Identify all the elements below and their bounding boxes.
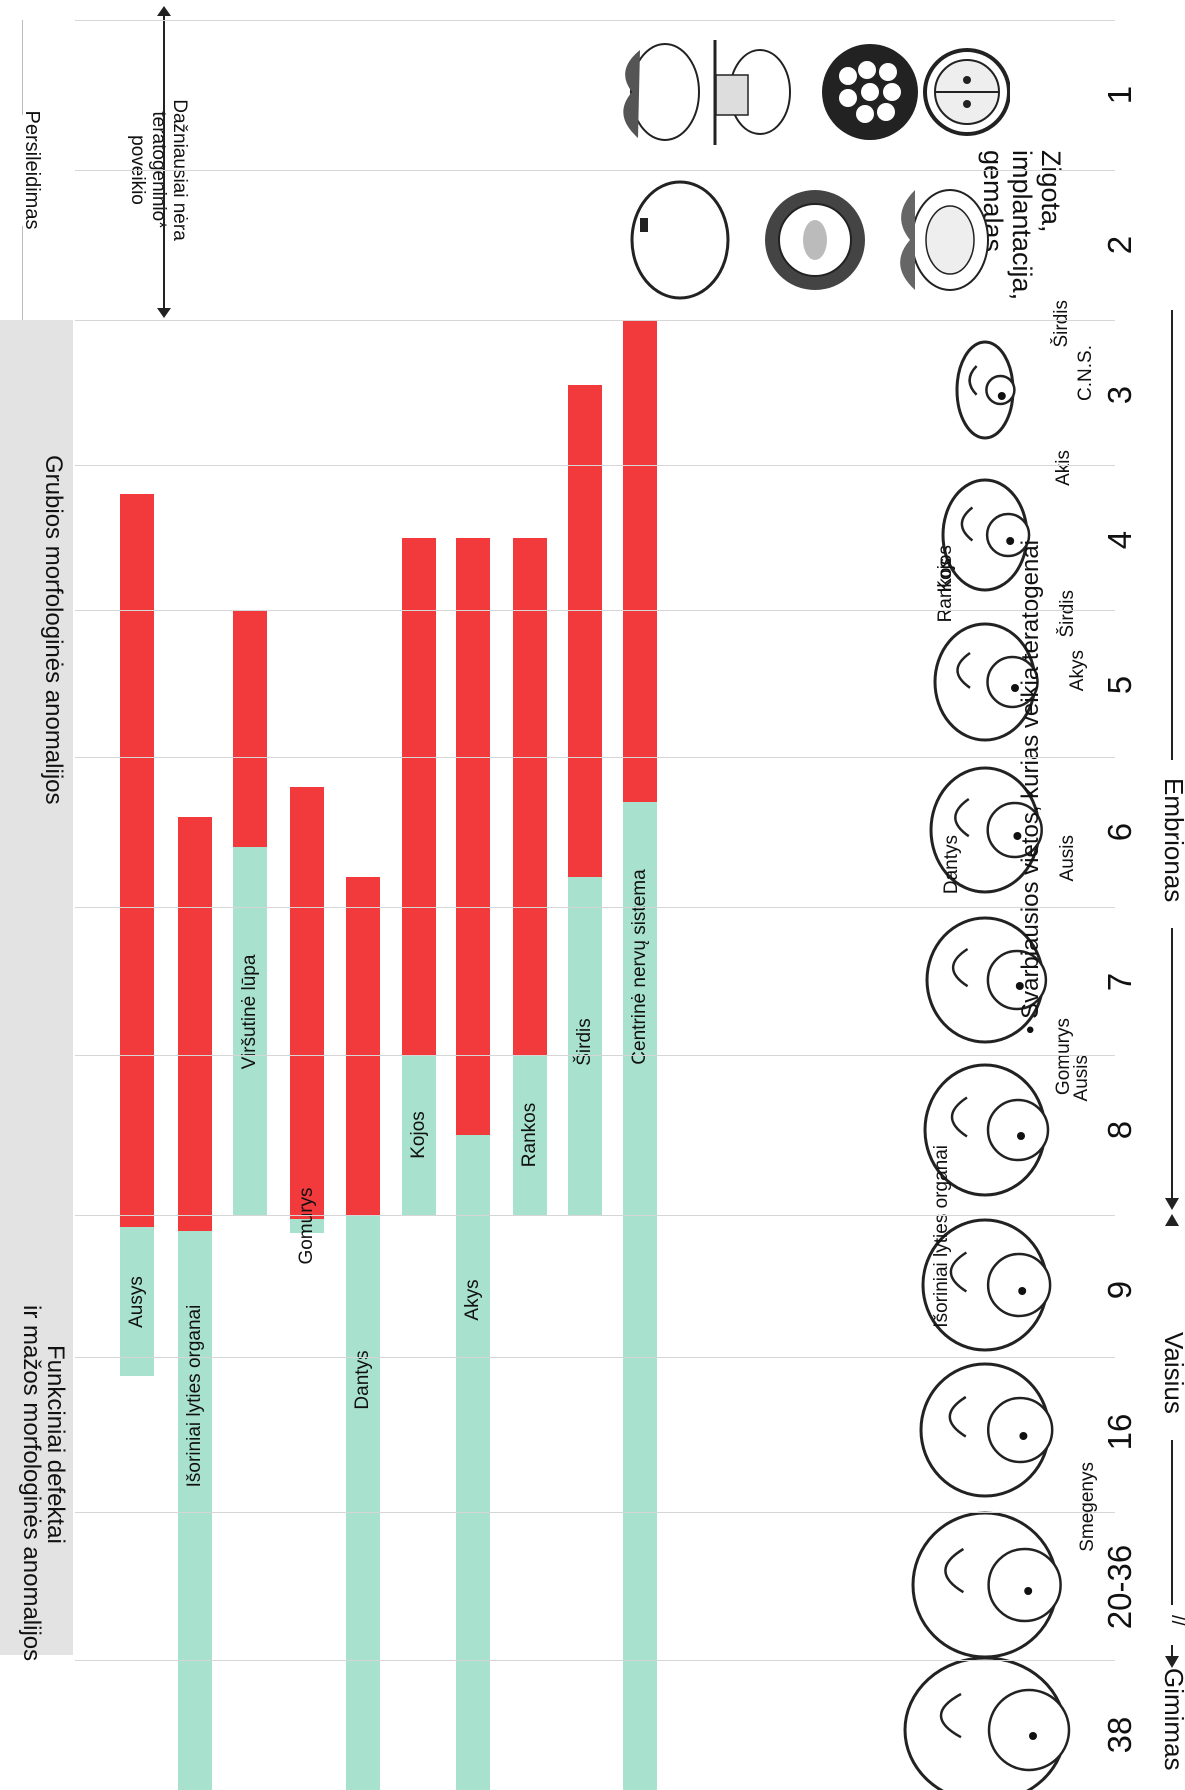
minor-anomalies-line: Funkciniai defektai bbox=[42, 1345, 69, 1544]
bar-severe-segment bbox=[568, 385, 602, 877]
embryo-stage-icon bbox=[923, 1063, 1050, 1197]
week-grid-line bbox=[75, 1055, 1115, 1056]
bar-label: Centrinė nervų sistema bbox=[629, 869, 650, 1065]
bar-severe-segment bbox=[456, 537, 490, 1135]
bar-severe-segment bbox=[623, 320, 657, 802]
bar-severe-segment bbox=[233, 610, 267, 847]
spacer-svg bbox=[575, 150, 585, 300]
bar-label: Dantys bbox=[352, 1350, 373, 1410]
organ-site-label: Ausis bbox=[1057, 835, 1078, 882]
zygote-title-line: implantacija, bbox=[1007, 150, 1037, 301]
bar-severe-segment bbox=[402, 537, 436, 1055]
week-grid-line bbox=[75, 610, 1115, 611]
bar-severe-segment bbox=[346, 877, 380, 1215]
bar-severe-segment bbox=[120, 494, 154, 1228]
timeline-break-mark: // bbox=[1167, 1615, 1185, 1627]
morula-icon bbox=[822, 44, 918, 140]
birth-arrow-head bbox=[1165, 1656, 1179, 1668]
organ-site-label: Išoriniai lyties organai bbox=[931, 1145, 952, 1328]
fetus-header-label: Vaisius bbox=[1159, 1332, 1185, 1414]
organ-site-label: C.N.S. bbox=[1075, 345, 1096, 401]
bar-severe-segment bbox=[178, 817, 212, 1232]
embryo-arrow-left bbox=[1171, 310, 1173, 760]
week-grid-line bbox=[75, 20, 1115, 21]
zygote-title-line: Zigota, bbox=[1036, 150, 1066, 233]
week-grid-line bbox=[75, 1660, 1115, 1661]
bar-label: Viršutinė lūpa bbox=[239, 954, 260, 1070]
bar-label: Gomurys bbox=[296, 1187, 317, 1265]
implantation-icon bbox=[713, 40, 791, 145]
week2-illustrations bbox=[630, 180, 989, 300]
teratogen-sites-note: • Svarbiausios vietos, kurias veikia ter… bbox=[1017, 540, 1044, 1034]
miscarriage-rule-left bbox=[22, 20, 23, 115]
embryo-arrow-head bbox=[1165, 1198, 1179, 1210]
organ-site-label: Širdis bbox=[1057, 590, 1078, 638]
embryo-header-label: Embrionas bbox=[1159, 778, 1185, 903]
bar-label: Išoriniai lyties organai bbox=[184, 1304, 205, 1488]
bar-label: Ausys bbox=[126, 1275, 147, 1328]
week-number-label: 2 bbox=[1101, 235, 1138, 255]
organ-site-label: Ausis bbox=[1071, 1055, 1092, 1102]
miscarriage-label: Persileidimas bbox=[21, 110, 43, 230]
span-arrow-left bbox=[157, 6, 171, 16]
organ-site-label: Rankos bbox=[935, 558, 956, 623]
organ-site-label: Akys bbox=[1067, 650, 1088, 692]
bar-minor-segment bbox=[456, 1135, 490, 1790]
week-grid-line bbox=[75, 907, 1115, 908]
fetus-arrow-tail bbox=[1165, 1214, 1179, 1226]
organ-site-label: Dantys bbox=[941, 835, 962, 895]
bar-label: Akys bbox=[462, 1279, 483, 1321]
embryo-fetus-illustrations bbox=[903, 340, 1071, 1790]
fetus-arrow-line bbox=[1171, 1440, 1173, 1605]
embryo-stage-icon bbox=[919, 1362, 1054, 1498]
span-arrow-right bbox=[157, 308, 171, 318]
week-number-label: 1 bbox=[1101, 85, 1138, 105]
organ-site-label: Akis bbox=[1053, 450, 1074, 486]
not-teratogenic-span-line bbox=[163, 14, 165, 310]
severe-anomalies-label: Grubios morfologinės anomalijos bbox=[40, 455, 67, 805]
bar-severe-segment bbox=[513, 537, 547, 1055]
chorionic-sac-icon bbox=[630, 180, 730, 300]
two-cell-zygote-icon bbox=[923, 48, 1010, 136]
bar-severe-segment bbox=[290, 787, 324, 1220]
miscarriage-rule-right bbox=[22, 226, 23, 320]
amniotic-sac-icon bbox=[765, 190, 865, 290]
week-grid-line bbox=[75, 320, 1115, 321]
embryo-stage-icon bbox=[903, 1656, 1071, 1790]
minor-anomalies-line: ir mažos morfologinės anomalijos bbox=[18, 1305, 45, 1662]
week-grid-line bbox=[75, 1357, 1115, 1358]
decidual-implantation-icon bbox=[623, 43, 700, 141]
embryo-stage-icon bbox=[955, 340, 1016, 440]
week-grid-line bbox=[75, 1512, 1115, 1513]
birth-header-label: Gimimas bbox=[1159, 1668, 1185, 1771]
embryo-stage-icon bbox=[925, 916, 1048, 1044]
bar-label: Kojos bbox=[408, 1111, 429, 1159]
bar-label: Rankos bbox=[519, 1102, 540, 1168]
organ-site-label: Smegenys bbox=[1077, 1462, 1098, 1552]
embryo-arrow-right bbox=[1171, 928, 1173, 1198]
week-grid-line bbox=[75, 170, 1115, 171]
embryo-stage-icon bbox=[941, 478, 1031, 592]
minor-anomalies-label: Funkciniai defektai ir mažos morfologinė… bbox=[18, 1305, 69, 1662]
organ-site-label: Širdis bbox=[1051, 300, 1072, 348]
early-embryo-illustrations bbox=[623, 40, 1010, 145]
bar-minor-segment bbox=[346, 1215, 380, 1790]
bilaminar-disc-icon bbox=[900, 189, 989, 291]
week-grid-line bbox=[75, 1215, 1115, 1216]
week-grid-line bbox=[75, 757, 1115, 758]
bar-label: Širdis bbox=[574, 1018, 595, 1066]
embryo-stage-icon bbox=[933, 622, 1039, 742]
embryo-stage-icon bbox=[911, 1511, 1062, 1659]
embryo-stage-icon bbox=[921, 1218, 1052, 1352]
embryo-stage-icon bbox=[929, 766, 1043, 894]
week-grid-line bbox=[75, 465, 1115, 466]
